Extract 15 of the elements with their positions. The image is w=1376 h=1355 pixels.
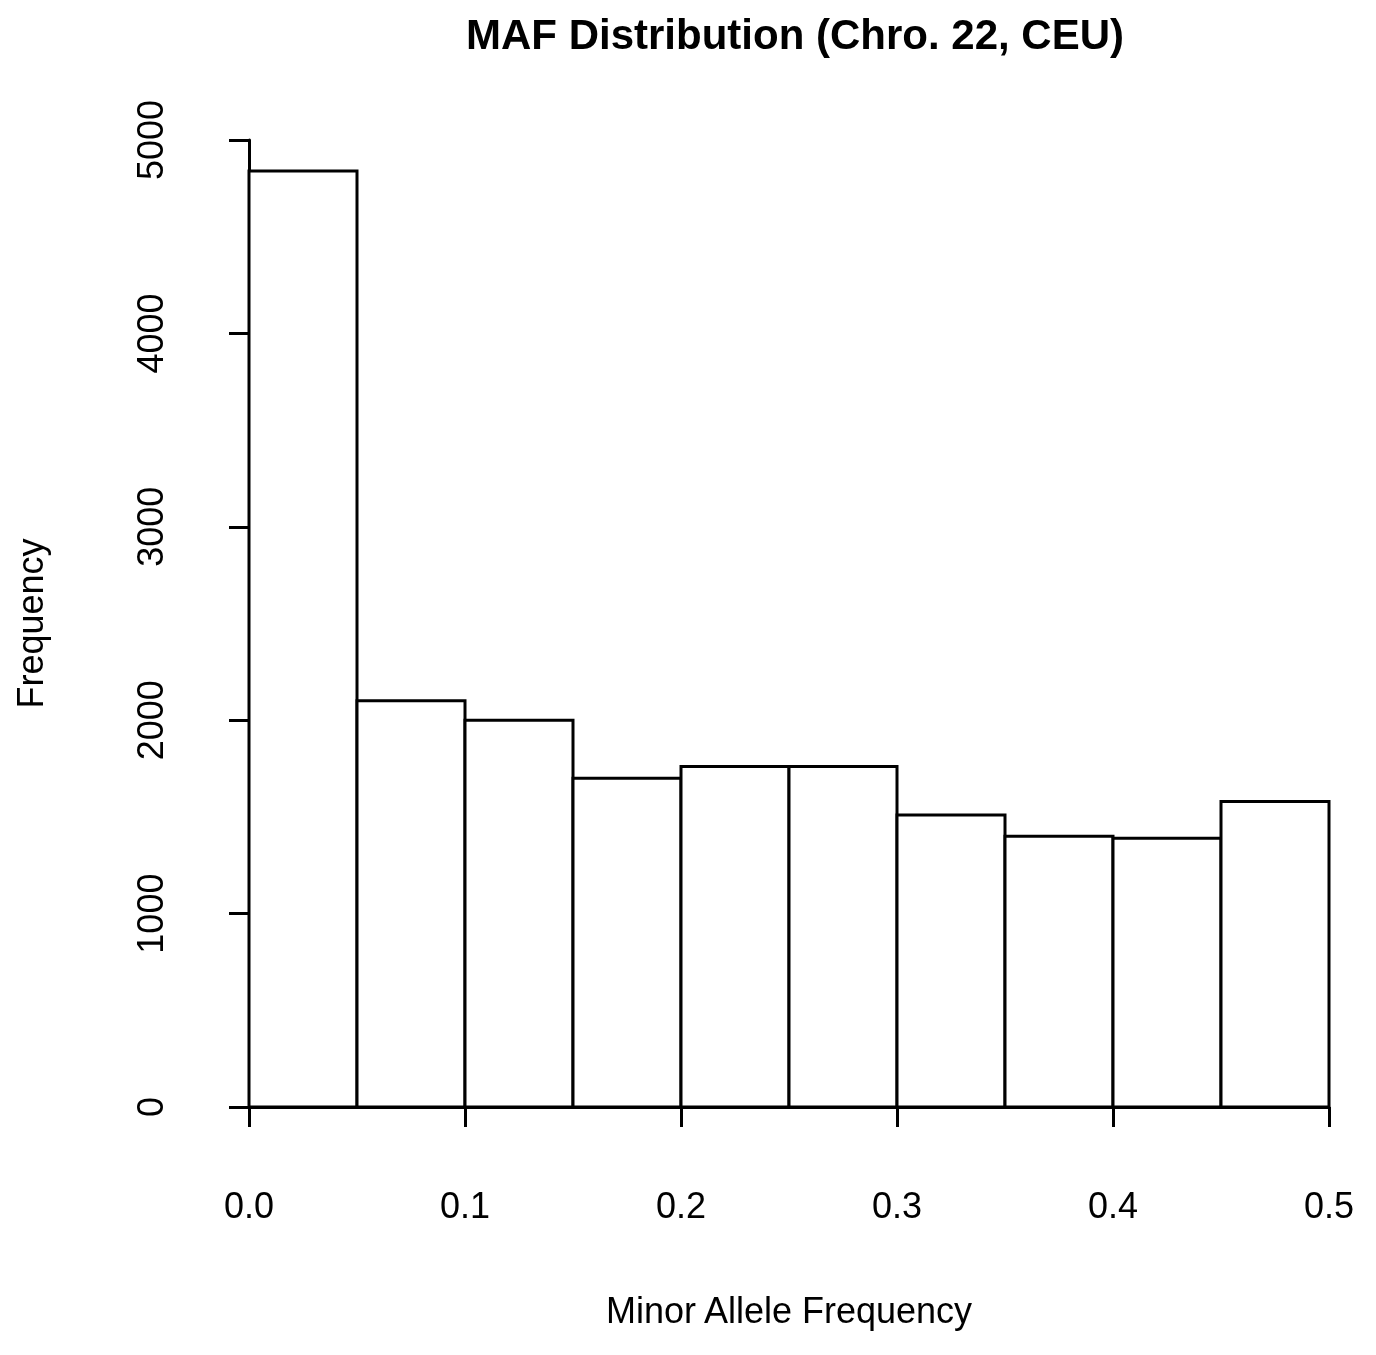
y-tick-label: 0: [129, 1096, 171, 1118]
chart-title: MAF Distribution (Chro. 22, CEU): [466, 10, 1124, 58]
x-tick-label: 0.3: [871, 1184, 923, 1226]
y-tick-label: 2000: [129, 680, 171, 761]
x-tick-label: 0.5: [1303, 1184, 1355, 1226]
y-tick-label: 4000: [129, 293, 171, 374]
y-tick-label: 3000: [129, 486, 171, 567]
x-tick-label: 0.1: [439, 1184, 491, 1226]
x-tick-label: 0.0: [223, 1184, 275, 1226]
y-tick-label: 1000: [129, 873, 171, 954]
x-tick-label: 0.2: [655, 1184, 707, 1226]
x-tick-label: 0.4: [1087, 1184, 1139, 1226]
y-tick-label: 5000: [129, 99, 171, 181]
y-axis-title: Frequency: [9, 538, 51, 709]
x-axis-title: Minor Allele Frequency: [605, 1289, 973, 1331]
